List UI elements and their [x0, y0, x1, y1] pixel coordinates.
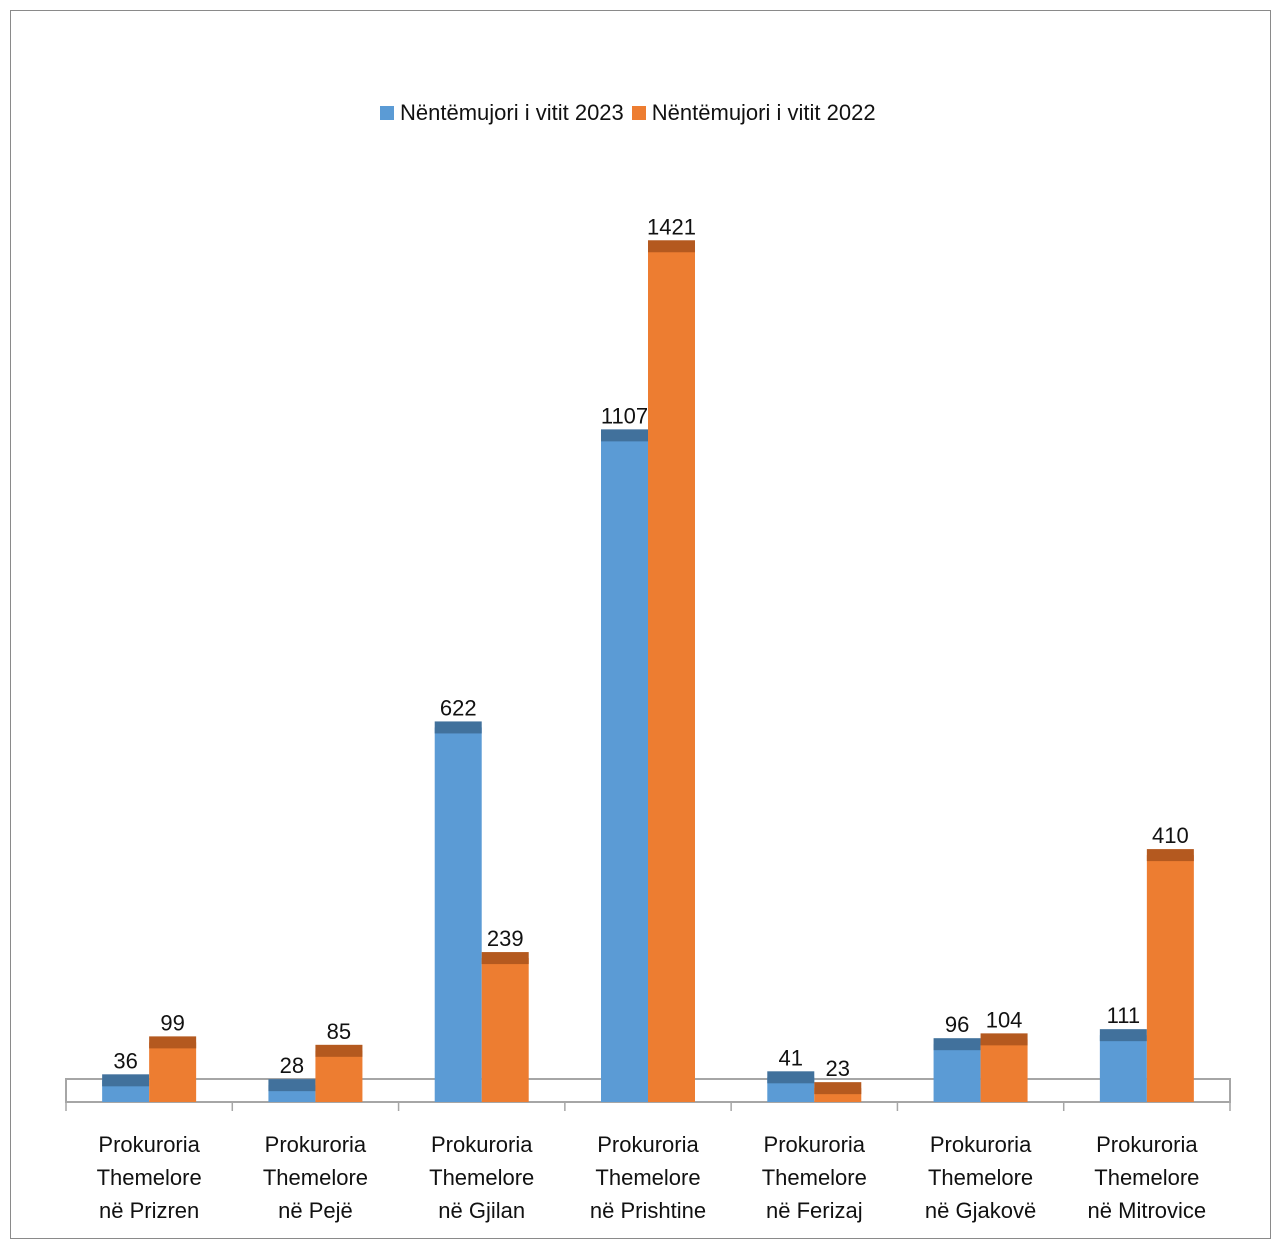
bar-2023-4 [601, 435, 648, 1102]
bar-2022-6 [980, 1039, 1028, 1102]
bar-top-2022-3 [481, 952, 529, 965]
bar-top-2022-1 [149, 1036, 197, 1049]
legend-item-2023: Nëntëmujori i vitit 2023 [380, 100, 624, 126]
data-label-2022-7: 410 [1152, 823, 1189, 848]
x-tick-label: në Prizren [99, 1198, 199, 1223]
x-tick-label: Prokuroria [597, 1132, 699, 1157]
bar-top-2022-6 [980, 1033, 1028, 1046]
x-tick-label: në Ferizaj [766, 1198, 863, 1223]
bar-2023-6 [933, 1044, 981, 1102]
x-tick-label: Prokuroria [265, 1132, 367, 1157]
legend: Nëntëmujori i vitit 2023 Nëntëmujori i v… [380, 100, 884, 126]
bar-top-2023-6 [933, 1038, 981, 1051]
data-label-2023-2: 28 [280, 1053, 304, 1078]
bar-top-2022-2 [315, 1044, 363, 1057]
x-tick-label: Prokuroria [764, 1132, 866, 1157]
data-label-2023-6: 96 [945, 1012, 969, 1037]
legend-label-2023: Nëntëmujori i vitit 2023 [400, 100, 624, 125]
x-tick-label: Prokuroria [431, 1132, 533, 1157]
x-tick-label: në Gjilan [438, 1198, 525, 1223]
bar-top-2023-4 [601, 429, 648, 442]
bar-top-2022-7 [1146, 849, 1194, 862]
bar-top-2022-5 [814, 1082, 862, 1095]
bar-top-2023-1 [102, 1074, 150, 1087]
x-tick-label: në Prishtine [590, 1198, 706, 1223]
x-tick-label: Prokuroria [98, 1132, 200, 1157]
data-label-2023-3: 622 [440, 695, 477, 720]
bar-2022-3 [481, 958, 529, 1102]
bar-top-2023-7 [1099, 1029, 1147, 1042]
bar-2023-7 [1099, 1035, 1147, 1102]
bar-2022-4 [648, 246, 695, 1102]
data-label-2022-5: 23 [826, 1056, 850, 1081]
legend-label-2022: Nëntëmujori i vitit 2022 [651, 100, 876, 125]
bar-top-2023-2 [268, 1079, 316, 1092]
data-label-2022-3: 239 [487, 926, 524, 951]
x-tick-label: Themelore [928, 1165, 1033, 1190]
data-label-2022-1: 99 [160, 1010, 184, 1035]
x-tick-label: në Pejë [278, 1198, 353, 1223]
bar-2022-7 [1146, 855, 1194, 1102]
data-label-2023-4: 1107 [601, 403, 648, 428]
bar-top-2023-3 [434, 721, 482, 734]
x-tick-label: në Gjakovë [925, 1198, 1036, 1223]
bar-2022-1 [149, 1042, 197, 1102]
chart-frame [10, 10, 1271, 1239]
data-label-2022-4: 1421 [647, 214, 696, 239]
data-label-2022-2: 85 [327, 1019, 351, 1044]
x-tick-label: Prokuroria [930, 1132, 1032, 1157]
x-tick-label: në Mitrovice [1088, 1198, 1207, 1223]
data-label-2023-1: 36 [113, 1048, 137, 1073]
data-label-2023-5: 41 [779, 1045, 803, 1070]
x-tick-label: Themelore [762, 1165, 867, 1190]
bar-top-2023-5 [767, 1071, 815, 1084]
legend-swatch-2022 [631, 106, 646, 120]
x-tick-label: Themelore [97, 1165, 202, 1190]
data-label-2022-6: 104 [986, 1007, 1023, 1032]
x-tick-label: Prokuroria [1096, 1132, 1198, 1157]
x-tick-label: Themelore [263, 1165, 368, 1190]
legend-item-2022: Nëntëmujori i vitit 2022 [631, 100, 876, 126]
x-tick-label: Themelore [595, 1165, 700, 1190]
bar-top-2022-4 [648, 240, 695, 253]
bar-2023-3 [434, 727, 482, 1102]
legend-swatch-2023 [380, 106, 394, 120]
x-tick-label: Themelore [429, 1165, 534, 1190]
bar-2022-2 [315, 1050, 363, 1102]
x-tick-label: Themelore [1094, 1165, 1199, 1190]
data-label-2023-7: 111 [1107, 1003, 1140, 1028]
